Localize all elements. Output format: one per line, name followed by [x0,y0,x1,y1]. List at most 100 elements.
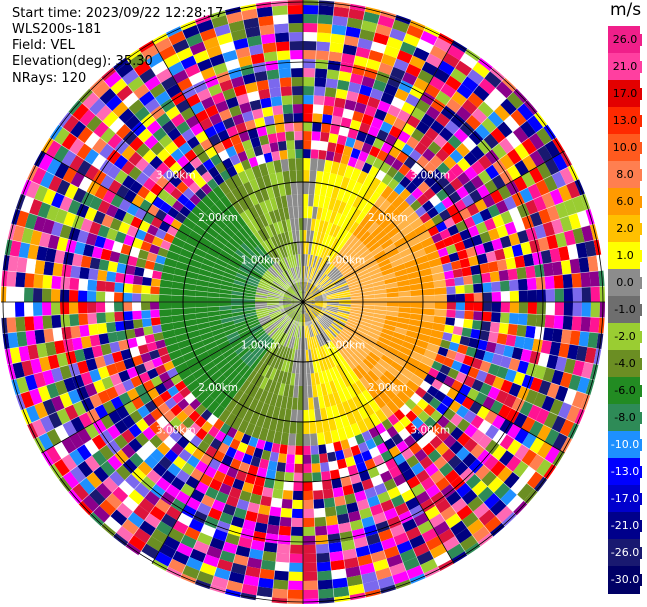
velocity-gate [551,218,564,235]
velocity-gate [317,570,333,581]
velocity-gate [21,360,34,377]
velocity-gate [316,561,332,572]
velocity-gate [4,239,13,256]
velocity-gate [315,334,323,347]
velocity-gate [518,302,528,314]
velocity-gate [351,481,365,494]
velocity-gate [340,176,351,190]
velocity-gate [331,568,347,580]
velocity-gate [419,134,434,149]
velocity-gate [240,3,257,12]
velocity-gate [341,189,352,204]
velocity-gate [551,261,563,276]
velocity-gate [255,296,268,301]
velocity-gate [589,363,599,381]
velocity-gate [485,164,500,180]
velocity-gate [319,333,327,345]
velocity-gate [195,285,209,292]
velocity-gate [18,242,31,259]
velocity-gate [112,101,129,118]
velocity-gate [294,302,303,311]
velocity-gate [256,79,270,91]
velocity-gate [309,267,315,280]
velocity-gate [351,408,363,423]
velocity-gate [198,268,212,278]
velocity-gate [496,224,509,239]
velocity-gate [374,408,388,423]
velocity-gate [303,292,311,302]
velocity-gate [116,85,134,102]
colorbar-tick-label: -1.0 [608,303,642,316]
velocity-gate [167,127,182,142]
velocity-gate [262,550,277,562]
velocity-gate [349,337,362,348]
velocity-gate [237,347,250,359]
velocity-gate [393,183,406,195]
velocity-gate [203,554,220,568]
velocity-gate [88,268,99,281]
velocity-gate [84,439,100,456]
velocity-gate [529,350,541,365]
velocity-gate [278,274,288,285]
velocity-gate [414,448,428,463]
velocity-gate [150,309,160,318]
velocity-gate [477,101,494,118]
velocity-gate [471,378,484,392]
velocity-gate [348,236,360,249]
velocity-gate [381,327,395,337]
velocity-gate [453,128,469,143]
velocity-gate [245,316,259,324]
velocity-gate [236,498,250,511]
velocity-gate [482,292,492,302]
velocity-gate [466,387,480,401]
velocity-gate [291,302,303,306]
velocity-gate [407,324,421,334]
velocity-gate [310,283,320,294]
velocity-gate [289,553,303,563]
velocity-gate [410,289,423,297]
velocity-gate [399,345,413,357]
velocity-gate [390,494,406,508]
velocity-gate [170,498,186,513]
velocity-gate [68,362,81,378]
velocity-gate [171,200,185,213]
velocity-gate [528,132,545,151]
velocity-gate [324,343,333,356]
velocity-gate [202,258,216,268]
velocity-gate [303,302,315,306]
velocity-gate [304,254,309,267]
velocity-gate [231,290,244,296]
velocity-gate [102,189,116,204]
velocity-gate [186,211,201,225]
velocity-gate [445,490,462,506]
velocity-gate [62,115,80,133]
velocity-gate [529,437,545,454]
ray-separator [224,321,299,594]
velocity-gate [535,314,546,328]
velocity-gate [516,229,530,244]
velocity-gate [383,112,397,126]
velocity-gate [267,296,280,300]
velocity-gate [280,432,290,446]
velocity-gate [15,286,25,302]
ray-separator [314,318,481,547]
velocity-gate [552,432,568,451]
velocity-gate [272,488,284,499]
velocity-gate [226,221,239,235]
velocity-gate [316,207,323,220]
velocity-gate [401,101,416,115]
velocity-gate [312,269,320,281]
velocity-gate [351,259,364,270]
velocity-gate [170,187,183,201]
velocity-gate [270,264,281,276]
velocity-gate [462,354,475,367]
velocity-gate [286,396,293,410]
velocity-gate [277,140,288,151]
velocity-gate [465,473,482,490]
velocity-gate [392,377,406,391]
velocity-gate [322,280,334,289]
velocity-gate [338,292,351,297]
velocity-gate [204,125,218,139]
velocity-gate [375,23,392,37]
velocity-gate [65,350,77,365]
